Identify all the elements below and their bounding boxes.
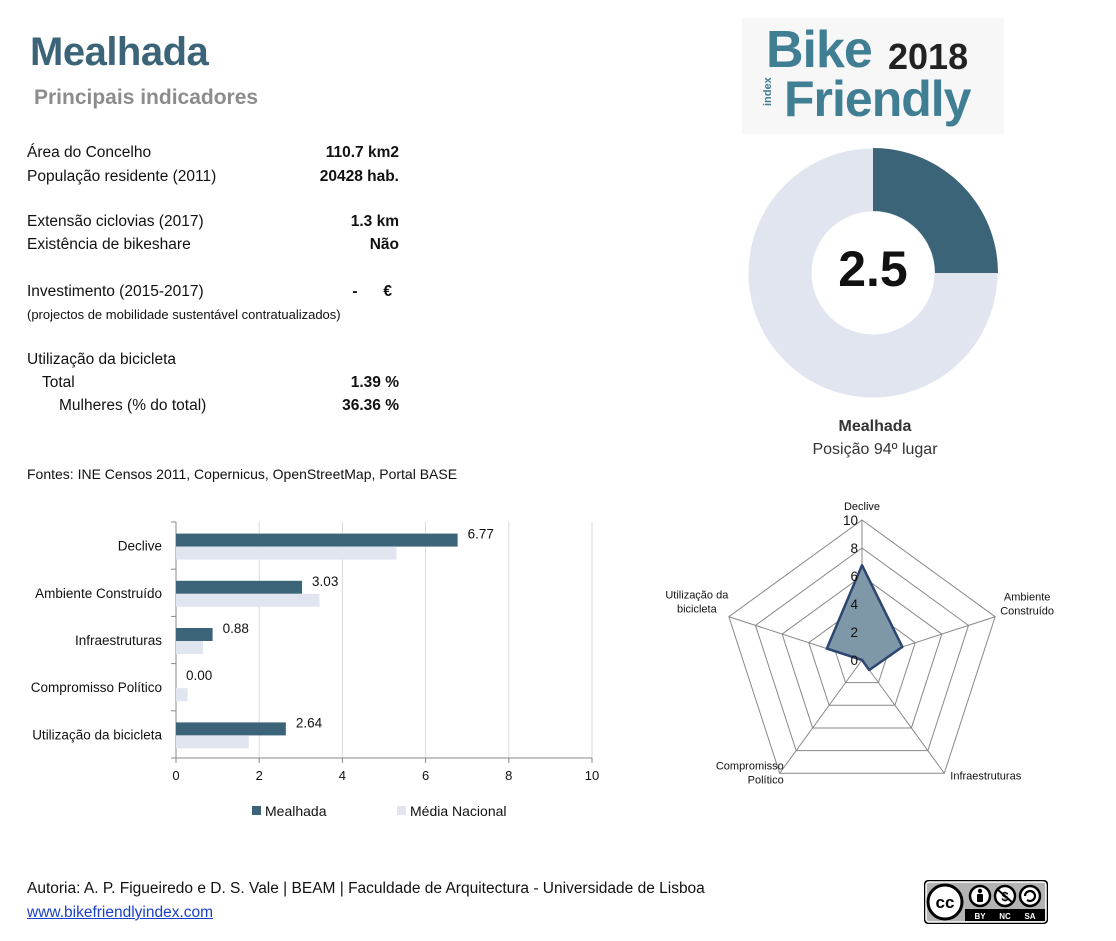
legend-swatch-media-nacional: [397, 806, 406, 815]
indicator-label: Utilização da bicicleta: [27, 351, 177, 368]
indicator-value: 1.3 km: [350, 213, 399, 230]
category-label: Declive: [118, 539, 162, 554]
license-label: BY: [974, 912, 986, 921]
x-tick-label: 2: [256, 768, 263, 783]
indicator-value: 1.39 %: [350, 374, 399, 391]
indicator-label: Mulheres (% do total): [59, 397, 207, 414]
indicator-investment: Investimento (2015-2017) - €: [27, 283, 399, 301]
indicator-label: Total: [42, 374, 75, 391]
author-credits: Autoria: A. P. Figueiredo e D. S. Vale |…: [27, 880, 705, 897]
indicator-usage-heading: Utilização da bicicleta: [27, 351, 399, 369]
license-label: SA: [1024, 912, 1035, 921]
bar-data-label: 6.77: [468, 527, 494, 542]
bike-friendly-logo: Bike 2018 index Friendly: [742, 18, 1004, 134]
score-ranking-position: Posição 94º lugar: [812, 441, 938, 458]
radar-gridline: [808, 603, 916, 706]
logo-bike-text: Bike: [766, 21, 873, 79]
radar-axis-label: Utilização da: [665, 590, 729, 602]
radar-tick-label: 6: [850, 569, 858, 584]
legend-label-media-nacional: Média Nacional: [410, 803, 507, 819]
radar-spoke: [779, 659, 863, 774]
bar-mealhada: [176, 722, 286, 736]
indicators-bar-chart: 0 2 4 6 8 10 Declive 6.77 Ambiente Construído 3.0…: [31, 521, 599, 819]
bar-data-label: 3.03: [312, 574, 338, 589]
donut-score-segment: [873, 148, 998, 273]
bar-media-nacional: [176, 735, 249, 749]
score-municipality-name: Mealhada: [838, 418, 912, 435]
logo-year-text: 2018: [888, 36, 969, 77]
radar-series-mealhada: [825, 563, 904, 672]
bar-mealhada: [176, 580, 303, 594]
indicator-value: 36.36 %: [342, 397, 399, 414]
category-label: Ambiente Construído: [35, 586, 162, 601]
radar-axis-label: Declive: [844, 501, 880, 513]
category-label: Utilização da bicicleta: [32, 727, 162, 742]
radar-axis-label: bicicleta: [677, 604, 718, 616]
svg-text:cc: cc: [936, 893, 955, 912]
radar-gridline: [781, 575, 943, 729]
bar-media-nacional: [176, 593, 320, 607]
radar-gridline: [728, 519, 996, 774]
indicator-value: 20428 hab.: [319, 168, 399, 185]
radar-tick-label: 0: [850, 653, 858, 668]
bar-data-label: 0.00: [186, 668, 212, 683]
indicator-usage-women: Mulheres (% do total) 36.36 %: [27, 397, 399, 415]
indicator-label: População residente (2011): [27, 168, 217, 185]
indicator-label: Extensão ciclovias (2017): [27, 213, 204, 230]
bar-media-nacional: [176, 641, 204, 654]
x-tick-label: 8: [505, 768, 512, 783]
logo-friendly-text: Friendly: [784, 71, 971, 127]
radar-tick-label: 8: [850, 541, 858, 556]
sa-icon: [1018, 884, 1042, 908]
bar-data-label: 2.64: [296, 715, 323, 730]
indicator-usage-total: Total 1.39 %: [27, 374, 399, 392]
indicator-value: Não: [369, 236, 399, 253]
category-label: Compromisso Político: [31, 680, 162, 695]
radar-axis-label: Político: [748, 774, 784, 786]
indicator-area: Área do Concelho 110.7 km2: [27, 144, 399, 162]
page-subtitle: Principais indicadores: [34, 86, 259, 109]
radar-tick-label: 2: [850, 625, 858, 640]
indicator-value: - €: [352, 283, 392, 300]
page-title: Mealhada: [30, 30, 209, 74]
bar-media-nacional: [176, 688, 188, 702]
indicator-label: Investimento (2015-2017): [27, 283, 204, 300]
bar-mealhada: [176, 628, 213, 641]
x-tick-label: 0: [172, 768, 179, 783]
indicator-population: População residente (2011) 20428 hab.: [27, 168, 399, 186]
indicator-cycleways: Extensão ciclovias (2017) 1.3 km: [27, 213, 399, 231]
legend-swatch-mealhada: [252, 806, 261, 815]
indicator-label: Área do Concelho: [27, 144, 152, 161]
legend-label-mealhada: Mealhada: [265, 803, 327, 819]
investment-note: (projectos de mobilidade sustentável con…: [27, 307, 341, 322]
website-link[interactable]: www.bikefriendlyindex.com: [27, 904, 214, 921]
bar-data-label: 0.88: [223, 621, 249, 636]
score-value: 2.5: [838, 241, 908, 297]
bar-media-nacional: [176, 546, 397, 560]
radar-axis-label: Compromisso: [716, 760, 784, 772]
x-tick-label: 4: [339, 768, 346, 783]
radar-axis-label: Ambiente: [1004, 592, 1050, 604]
radar-tick-label: 4: [850, 597, 858, 612]
radar-axis-label: Infraestruturas: [950, 770, 1021, 782]
indicator-bikeshare: Existência de bikeshare Não: [27, 236, 399, 254]
bar-mealhada: [176, 533, 458, 547]
cc-icon: [926, 883, 964, 921]
score-donut: [748, 148, 998, 398]
radar-spoke: [861, 659, 945, 774]
radar-gridline: [754, 547, 970, 752]
sources-text: Fontes: INE Censos 2011, Copernicus, Ope…: [27, 466, 458, 482]
x-tick-label: 6: [422, 768, 429, 783]
category-label: Infraestruturas: [75, 633, 162, 648]
indicator-label: Existência de bikeshare: [27, 236, 191, 253]
radar-axis-label: Construído: [1000, 606, 1054, 618]
radar-tick-label: 10: [843, 513, 858, 528]
license-label: NC: [999, 912, 1011, 921]
indicator-value: 110.7 km2: [325, 144, 399, 161]
x-tick-label: 10: [585, 768, 599, 783]
logo-index-text: index: [762, 77, 774, 106]
